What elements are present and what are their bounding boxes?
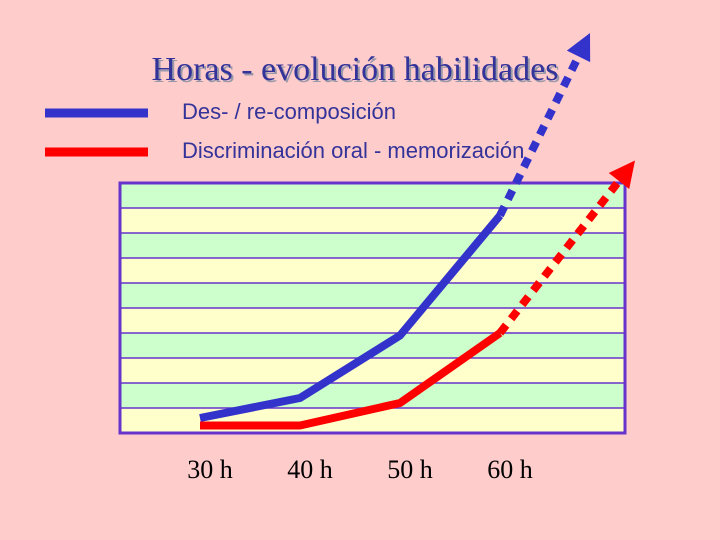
plot-band [120, 308, 625, 333]
chart-title: Horas - evolución habilidades [152, 51, 559, 88]
plot-band [120, 258, 625, 283]
plot-band [120, 283, 625, 308]
projection-line [496, 54, 583, 218]
x-tick-label: 50 h [387, 455, 433, 484]
x-tick-label: 30 h [187, 455, 233, 484]
title-shadow: Horas - evolución habilidades [154, 53, 561, 90]
plot-band [120, 233, 625, 258]
x-tick-label: 40 h [287, 455, 333, 484]
legend-label: Discriminación oral - memorización [182, 138, 524, 163]
legend-label: Des- / re-composición [182, 99, 396, 124]
plot-border [118, 181, 627, 435]
plot-band [120, 183, 625, 208]
plot-band [120, 208, 625, 233]
plot-band [120, 358, 625, 383]
line-series [200, 329, 503, 430]
projection-line [496, 178, 623, 336]
arrow-head [566, 33, 591, 63]
line-series [199, 212, 504, 422]
arrow-head [608, 160, 635, 189]
x-tick-label: 60 h [487, 455, 533, 484]
plot-band [120, 383, 625, 408]
